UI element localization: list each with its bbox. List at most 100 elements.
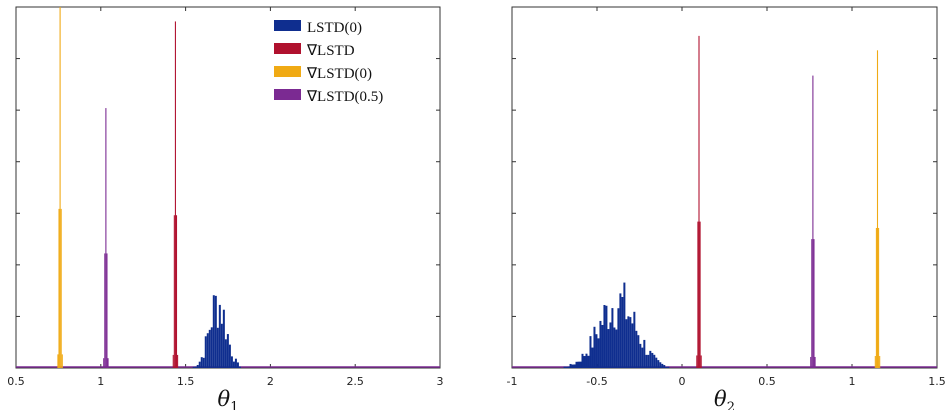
histogram-bar [649, 350, 652, 368]
histogram-bar [878, 227, 880, 368]
series-3 [810, 75, 816, 368]
histogram-bar [597, 338, 600, 368]
histogram-bar [172, 354, 174, 368]
histogram-bar [699, 221, 701, 368]
histogram-bar [174, 21, 176, 368]
legend-swatch [274, 66, 301, 77]
histogram-bar [60, 208, 62, 368]
histogram-bar [198, 361, 201, 368]
histogram-bar [625, 319, 628, 368]
x-tick-label: 0 [679, 375, 686, 388]
histogram-bar [59, 7, 61, 368]
histogram-bar [607, 329, 610, 368]
x-tick-label: 3 [437, 375, 444, 388]
histogram-bar [659, 362, 662, 368]
x-tick-label: -1 [507, 375, 518, 388]
legend-label: LSTD(0) [307, 20, 362, 36]
histogram-bar [61, 354, 63, 368]
histogram-bar [811, 239, 813, 368]
histogram-bar [224, 339, 227, 368]
histogram-bar [581, 353, 584, 368]
histogram-bar [655, 357, 658, 368]
histogram-bar [567, 366, 570, 368]
series-2 [874, 50, 881, 368]
histogram-bar [611, 308, 614, 368]
histogram-bar [609, 322, 612, 368]
histogram-bar [591, 347, 594, 368]
legend-swatch [274, 43, 301, 54]
histogram-bar [657, 360, 660, 368]
series-0 [192, 295, 241, 368]
histogram-bar [601, 324, 604, 368]
histogram-bar [814, 356, 816, 368]
histogram-bar [589, 336, 592, 368]
histogram-bar [615, 329, 618, 368]
histogram-bar [226, 334, 229, 368]
histogram-bar [587, 355, 590, 368]
x-axis-title: θ1 [218, 387, 239, 410]
histogram-bar [216, 327, 219, 368]
x-tick-label: 1.5 [177, 375, 195, 388]
histogram-bar [629, 317, 632, 368]
histogram-bar [879, 356, 881, 368]
histogram-bar [631, 323, 634, 368]
plot-frame [15, 6, 441, 369]
histogram-bar [585, 353, 588, 368]
x-axis-title-subscript: 1 [230, 400, 238, 410]
histogram-bar [621, 296, 624, 368]
histogram-bar [613, 327, 616, 368]
histogram-bar [813, 239, 815, 368]
series-1 [696, 35, 702, 368]
histogram-bar [210, 327, 213, 368]
legend-label: ∇LSTD(0) [306, 66, 372, 82]
histogram-bar [194, 366, 197, 368]
histogram-bar [661, 363, 664, 368]
x-tick-label: 1 [849, 375, 856, 388]
histogram-bar [665, 366, 668, 368]
histogram-bar [214, 295, 217, 368]
histogram-bar [103, 358, 105, 368]
histogram-bar [641, 347, 644, 368]
histogram-bar [104, 253, 106, 368]
histogram-bar [698, 35, 700, 368]
histogram-bar [173, 215, 175, 368]
series-1 [172, 21, 179, 368]
histogram-bar [619, 293, 622, 368]
histogram-bar [106, 253, 108, 368]
histogram-bar [697, 221, 699, 368]
x-tick-label: 2.5 [346, 375, 364, 388]
histogram-bar [653, 354, 656, 368]
histogram-bar [623, 282, 626, 368]
histogram-bar [212, 295, 215, 368]
histogram-bar [617, 308, 620, 368]
histogram-bar [105, 108, 107, 368]
histogram-bar [633, 311, 636, 368]
histogram-bar [196, 364, 199, 368]
histogram-bar [812, 75, 814, 368]
x-tick-label: 0.5 [7, 375, 25, 388]
x-axis-title-base: θ [714, 387, 727, 410]
histogram-bar [234, 358, 237, 368]
histogram-bar [663, 365, 666, 368]
legend: LSTD(0) ∇LSTD ∇LSTD(0) ∇LSTD(0.5) [274, 20, 383, 105]
histogram-bar [810, 356, 812, 368]
histogram-bar [230, 356, 233, 368]
histogram-bar [639, 343, 642, 368]
histogram-bar [565, 366, 568, 368]
histogram-bar [208, 329, 211, 368]
histogram-bar [605, 305, 608, 368]
series-0 [563, 282, 670, 368]
histogram-bar [175, 215, 178, 368]
legend-swatch [274, 89, 301, 100]
histogram-bar [667, 366, 670, 368]
series-2 [57, 7, 63, 368]
histogram-bar [599, 320, 602, 368]
histogram-bar [573, 364, 576, 368]
histogram-bar [575, 361, 578, 368]
histogram-bar [177, 354, 179, 368]
chart-right: -1 -0.5 0 0.5 1 1.5 θ2 [507, 6, 946, 410]
legend-label: ∇LSTD [306, 43, 355, 59]
histogram-bar [593, 326, 596, 368]
histogram-bar [236, 362, 239, 368]
histogram-bar [647, 354, 650, 368]
